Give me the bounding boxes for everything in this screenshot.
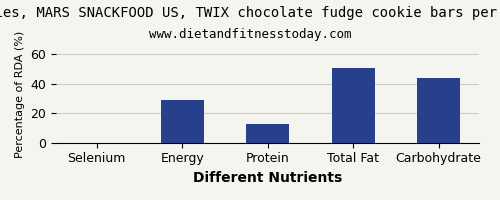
Bar bbox=[418, 78, 460, 143]
X-axis label: Different Nutrients: Different Nutrients bbox=[193, 171, 342, 185]
Bar bbox=[161, 100, 204, 143]
Text: www.dietandfitnesstoday.com: www.dietandfitnesstoday.com bbox=[149, 28, 351, 41]
Text: Candies, MARS SNACKFOOD US, TWIX chocolate fudge cookie bars per 100g: Candies, MARS SNACKFOOD US, TWIX chocola… bbox=[0, 6, 500, 20]
Bar bbox=[246, 124, 289, 143]
Y-axis label: Percentage of RDA (%): Percentage of RDA (%) bbox=[15, 31, 25, 158]
Bar bbox=[332, 68, 374, 143]
